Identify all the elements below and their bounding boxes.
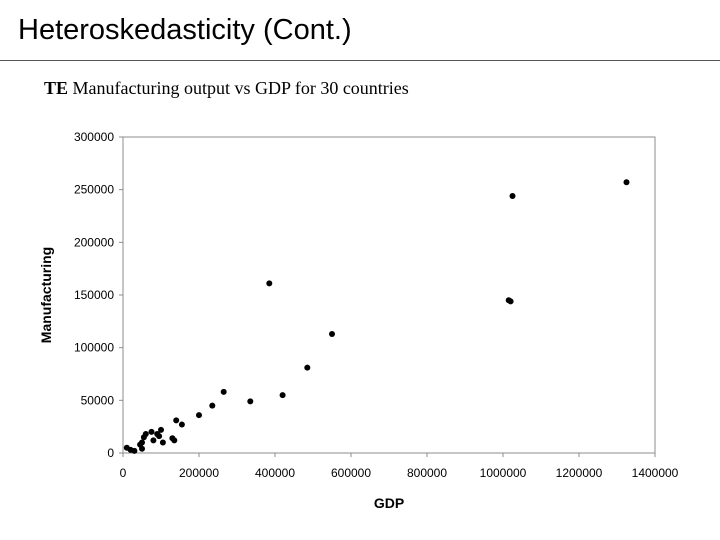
title-divider (0, 60, 720, 61)
data-point (131, 447, 138, 454)
data-point (158, 426, 164, 433)
x-tick-label: 0 (120, 466, 127, 480)
data-point (304, 364, 311, 371)
data-point (507, 298, 514, 305)
data-point (171, 437, 178, 444)
y-tick-label: 100000 (74, 341, 114, 355)
data-point (139, 445, 145, 452)
y-tick-label: 50000 (81, 393, 115, 407)
y-tick-label: 250000 (74, 183, 114, 197)
data-point (329, 330, 335, 337)
data-point (209, 402, 216, 409)
x-tick-label: 1000000 (480, 466, 527, 480)
x-tick-label: 800000 (407, 466, 447, 480)
data-point (266, 280, 273, 287)
data-point (623, 179, 630, 186)
y-tick-label: 0 (107, 446, 114, 460)
data-point (220, 388, 227, 395)
data-point (159, 439, 166, 446)
slide-title: Heteroskedasticity (Cont.) (18, 14, 352, 46)
data-point (279, 392, 286, 399)
data-point (509, 192, 516, 199)
y-tick-label: 150000 (74, 288, 114, 302)
data-point (247, 398, 254, 405)
data-point (150, 437, 157, 444)
y-tick-label: 300000 (74, 130, 114, 144)
x-axis-label: GDP (374, 495, 404, 511)
axes: 0 50000 100000 150000 200000 250000 300000 0 200… (74, 130, 679, 480)
x-tick-label: 200000 (179, 466, 219, 480)
data-points (123, 179, 630, 454)
data-point (156, 433, 163, 440)
x-tick-label: 1400000 (632, 466, 679, 480)
data-point (173, 417, 180, 424)
caption-tag: TE (44, 78, 69, 98)
caption-text: Manufacturing output vs GDP for 30 count… (72, 78, 409, 98)
data-point (142, 431, 149, 438)
x-tick-label: 1200000 (556, 466, 603, 480)
data-point (196, 412, 202, 419)
x-tick-label: 600000 (331, 466, 371, 480)
data-point (148, 428, 155, 435)
data-point (139, 439, 145, 446)
x-tick-label: 400000 (255, 466, 295, 480)
data-point (178, 421, 185, 428)
y-tick-label: 200000 (74, 235, 114, 249)
y-axis-label: Manufacturing (38, 247, 54, 343)
chart-caption: TE Manufacturing output vs GDP for 30 co… (44, 78, 409, 99)
plot-area (122, 136, 656, 454)
